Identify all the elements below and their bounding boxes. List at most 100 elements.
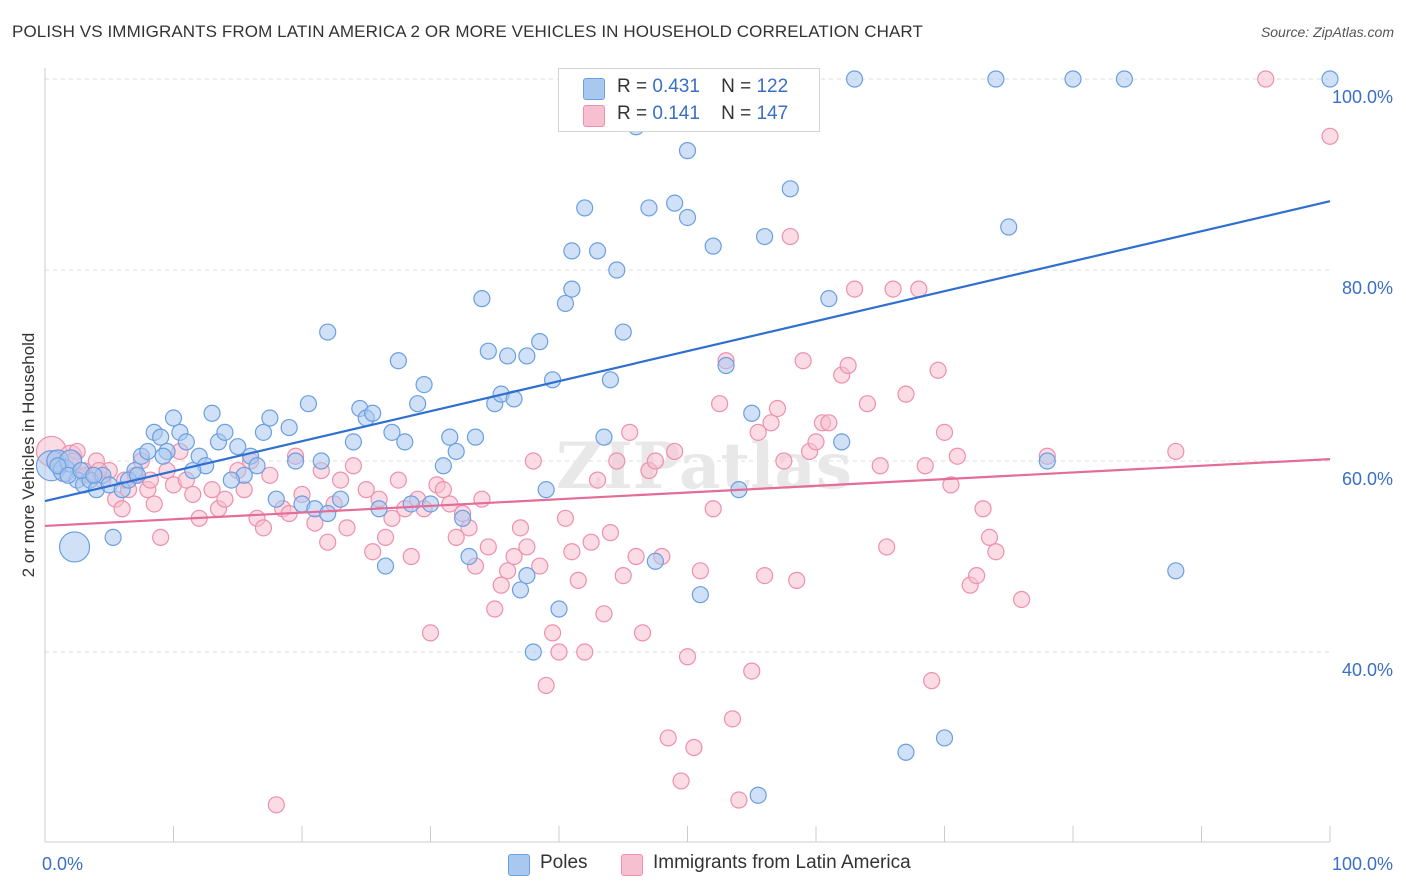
latin-point (762, 414, 780, 432)
poles-point (511, 581, 530, 599)
poles-point (389, 352, 407, 370)
latin-point (518, 538, 536, 556)
trend-lines (44, 200, 1331, 528)
poles-point (139, 442, 157, 461)
latin-point (672, 772, 690, 790)
poles-point (781, 180, 799, 198)
latin-point (608, 452, 626, 470)
latin-point (820, 414, 838, 432)
poles-point (454, 509, 472, 527)
poles-point (473, 290, 491, 308)
poles-point (743, 404, 761, 422)
poles-point (1000, 218, 1018, 236)
y-axis-label: 2 or more Vehicles in Household (19, 332, 38, 578)
latin-point (492, 576, 510, 594)
latin-n-value: 147 (756, 103, 789, 124)
latin-point (910, 280, 928, 298)
latin-point (184, 485, 202, 504)
poles-point (640, 199, 658, 217)
latin-point (383, 509, 401, 527)
poles-point (518, 347, 536, 365)
poles-r-label: R = (617, 76, 648, 97)
latin-point (646, 452, 664, 470)
poles-point (421, 495, 440, 513)
poles-point (576, 199, 594, 217)
poles-point (820, 290, 838, 308)
poles-r-value: 0.431 (652, 76, 700, 97)
grid-lines (45, 78, 1330, 653)
poles-point (608, 261, 626, 279)
poles-point (447, 442, 465, 461)
latin-point (614, 566, 632, 585)
latin-point (364, 543, 382, 561)
latin-point (980, 528, 999, 547)
latin-point (389, 471, 407, 489)
latin-point (357, 481, 375, 499)
poles-point (177, 433, 195, 451)
poles-point (550, 600, 568, 618)
latin-point (987, 543, 1005, 561)
latin-point (781, 227, 799, 246)
tick-labels: 40.0% 60.0% 80.0% 100.0% 0.0% 100.0% (42, 87, 1393, 874)
latin-point (871, 457, 889, 475)
latin-point (588, 471, 607, 489)
poles-point (299, 395, 318, 413)
poles-point (897, 743, 915, 761)
latin-point (691, 562, 709, 580)
poles-point (441, 428, 459, 446)
latin-point (152, 528, 170, 547)
latin-point (447, 528, 465, 547)
poles-point (499, 347, 517, 365)
latin-point (858, 395, 877, 413)
latin-point (794, 352, 812, 370)
poles-point (85, 466, 103, 484)
latin-point (434, 481, 452, 499)
latin-point (595, 605, 613, 623)
poles-point (755, 227, 774, 246)
latin-point (916, 457, 934, 475)
poles-point (666, 194, 684, 212)
poles-point (987, 70, 1005, 88)
latin-point (884, 280, 902, 298)
latin-point (743, 662, 761, 680)
poles-point (402, 495, 420, 513)
latin-point (775, 452, 793, 470)
latin-point (216, 490, 234, 508)
latin-point (556, 509, 575, 527)
latin-point (505, 547, 523, 566)
poles-trend-line (44, 200, 1331, 503)
latin-legend-label: Immigrants from Latin America (653, 852, 911, 873)
poles-point (717, 356, 735, 375)
latin-point (974, 500, 992, 518)
latin-point (344, 457, 362, 475)
latin-point (685, 738, 703, 757)
latin-r-label: R = (617, 103, 648, 124)
latin-point (755, 566, 774, 585)
poles-point (216, 423, 234, 441)
poles-point (154, 447, 172, 465)
poles-point (248, 457, 266, 475)
poles-point (704, 237, 722, 255)
latin-legend-swatch (621, 854, 643, 876)
poles-point (935, 729, 954, 747)
poles-point (434, 457, 452, 475)
latin-point (768, 399, 787, 418)
poles-point (466, 428, 485, 446)
latin-point (113, 500, 131, 518)
poles-point (749, 786, 767, 804)
poles-point (556, 294, 575, 313)
latin-point (473, 490, 491, 508)
poles-point (479, 342, 497, 360)
poles-swatch (583, 78, 605, 100)
poles-point (280, 418, 298, 437)
poles-point (229, 438, 247, 456)
poles-point (396, 433, 414, 451)
y-tick-label: 40.0% (1342, 660, 1393, 680)
y-tick-label: 100.0% (1332, 87, 1393, 107)
poles-point (267, 490, 285, 508)
latin-point (550, 643, 568, 661)
latin-point (331, 471, 350, 489)
latin-point (948, 447, 966, 465)
latin-point (942, 476, 960, 494)
